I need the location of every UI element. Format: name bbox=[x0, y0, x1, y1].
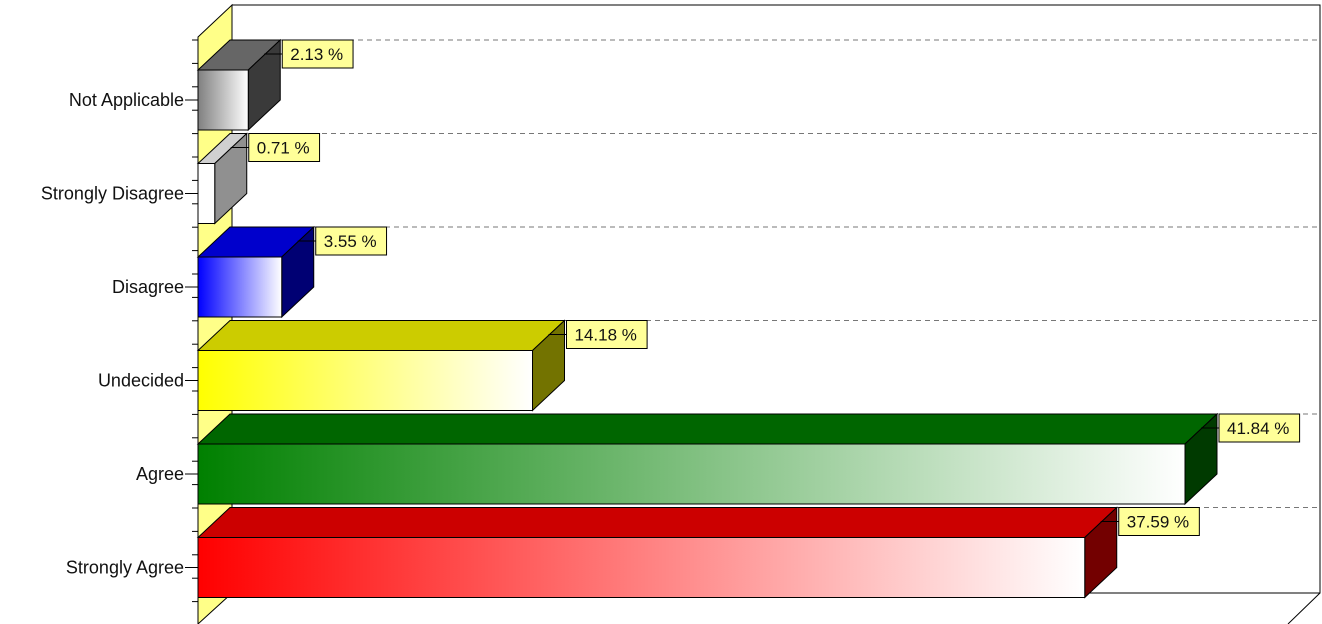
value-label-box bbox=[566, 320, 648, 349]
category-label-strongly-agree: Strongly Agree bbox=[66, 558, 184, 578]
value-label-box bbox=[315, 226, 388, 256]
floor-edge-front bbox=[1287, 592, 1321, 624]
bar-top-agree bbox=[196, 413, 1219, 445]
bar-agree bbox=[197, 443, 1186, 505]
bar-top-undecided bbox=[196, 320, 566, 351]
bar-strongly-disagree bbox=[197, 163, 216, 224]
bar-strongly-agree bbox=[197, 537, 1086, 598]
value-label-box bbox=[248, 133, 321, 162]
bar-not-applicable bbox=[197, 69, 249, 131]
value-label-agree: 41.84 % bbox=[1227, 419, 1289, 438]
back-wall bbox=[231, 4, 1321, 594]
bar-disagree bbox=[197, 256, 283, 318]
category-label-agree: Agree bbox=[136, 464, 184, 484]
value-label-box bbox=[1218, 413, 1301, 443]
category-label-undecided: Undecided bbox=[98, 371, 184, 391]
value-label-not-applicable: 2.13 % bbox=[290, 45, 343, 64]
bar-top-strongly-agree bbox=[196, 507, 1119, 538]
value-label-box bbox=[1118, 507, 1200, 536]
value-label-box bbox=[281, 39, 354, 69]
category-label-disagree: Disagree bbox=[112, 277, 184, 297]
value-label-undecided: 14.18 % bbox=[575, 326, 637, 345]
value-label-strongly-agree: 37.59 % bbox=[1127, 513, 1189, 532]
value-label-disagree: 3.55 % bbox=[324, 232, 377, 251]
value-label-strongly-disagree: 0.71 % bbox=[257, 139, 310, 158]
category-label-not-applicable: Not Applicable bbox=[69, 90, 184, 110]
bar-undecided bbox=[197, 350, 534, 411]
category-label-strongly-disagree: Strongly Disagree bbox=[41, 184, 184, 204]
